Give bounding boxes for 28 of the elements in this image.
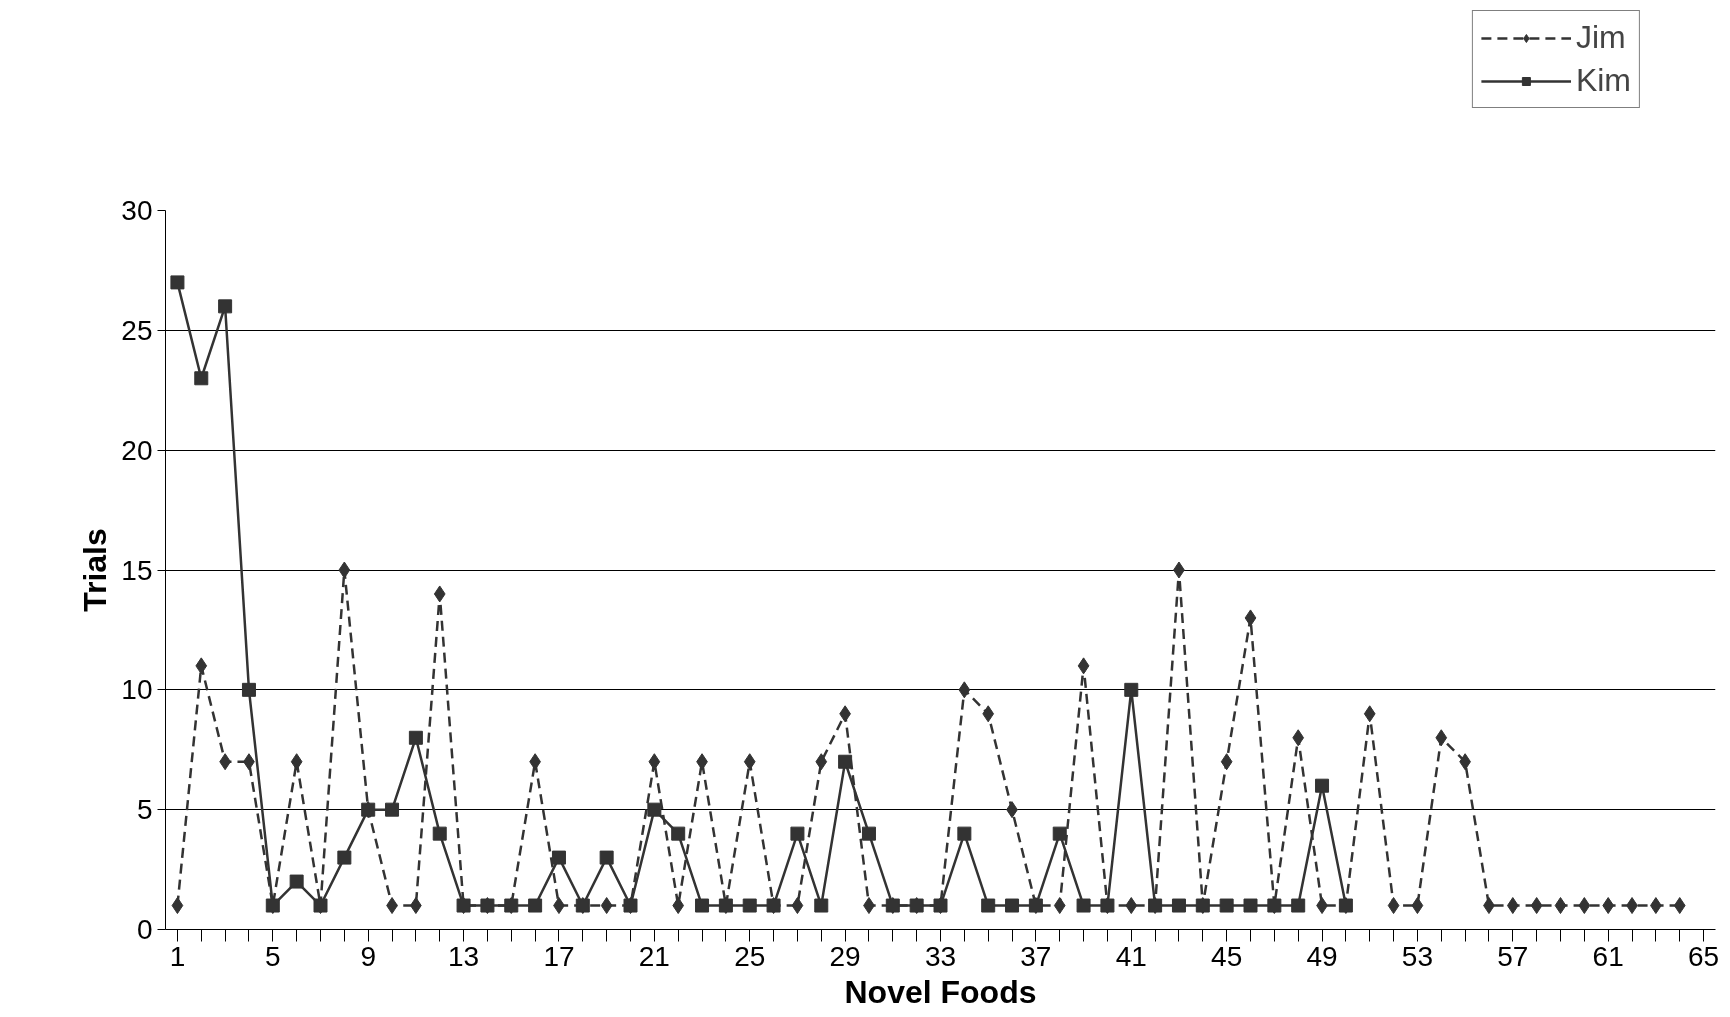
x-tick-label: 65 (1688, 940, 1720, 972)
y-tick-label: 0 (136, 914, 153, 945)
x-tick-label: 1 (169, 940, 186, 972)
y-tick-label: 10 (121, 674, 153, 706)
x-tick-label: 41 (1115, 940, 1147, 972)
x-axis-title: Novel Foods (844, 973, 1037, 1010)
y-tick-label: 25 (121, 314, 153, 346)
y-tick-label: 30 (121, 195, 153, 226)
legend-label: Jim (1575, 19, 1626, 56)
y-axis-title: Trials (77, 528, 114, 612)
x-tick-label: 61 (1592, 940, 1624, 972)
x-tick-label: 5 (265, 940, 281, 972)
x-tick-label: 9 (360, 940, 376, 972)
x-tick-label: 37 (1020, 940, 1052, 972)
x-tick-label: 33 (924, 940, 957, 972)
x-tick-label: 49 (1306, 940, 1338, 972)
y-tick-label: 20 (121, 434, 153, 466)
x-tick-label: 13 (448, 940, 480, 972)
y-tick-label: 5 (136, 794, 153, 826)
x-tick-label: 53 (1401, 940, 1434, 972)
legend-label: Kim (1575, 62, 1631, 99)
x-tick-label: 25 (734, 940, 766, 972)
x-tick-label: 29 (829, 940, 861, 972)
x-tick-label: 57 (1497, 940, 1529, 972)
x-tick-label: 21 (638, 940, 670, 972)
x-tick-label: 17 (543, 940, 575, 972)
x-tick-label: 45 (1211, 940, 1243, 972)
y-tick-label: 15 (121, 554, 153, 586)
